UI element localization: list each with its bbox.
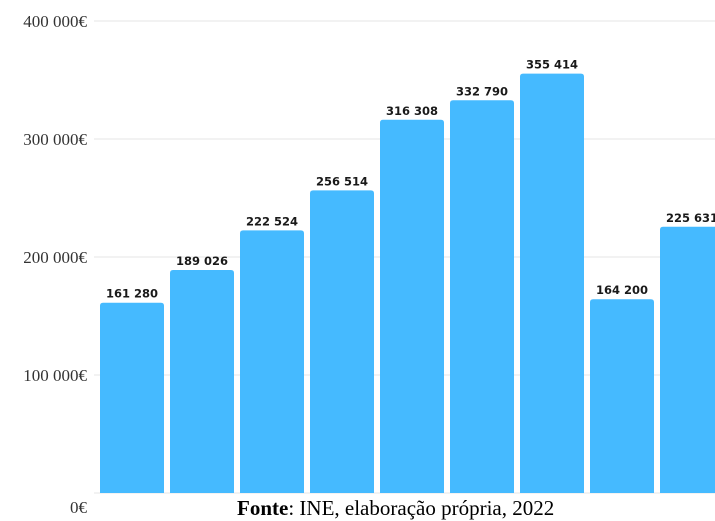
data-label: 164 200 — [596, 283, 648, 297]
y-axis-tick-labels: 0€ 100 000€ 200 000€ 300 000€ 400 000€ — [23, 12, 87, 517]
bar — [660, 226, 715, 493]
y-tick-label: 0€ — [70, 498, 88, 517]
source-caption: Fonte: INE, elaboração própria, 2022 — [237, 496, 707, 520]
bars — [100, 73, 715, 493]
data-labels: 161 280 189 026 222 524 256 514 316 308 332 7… — [106, 58, 715, 301]
data-label: 256 514 — [316, 174, 368, 188]
y-tick-label: 300 000€ — [23, 130, 87, 149]
bar — [450, 100, 514, 493]
bar — [100, 302, 164, 493]
y-tick-label: 200 000€ — [23, 248, 87, 267]
y-tick-label: 400 000€ — [23, 12, 87, 31]
data-label: 316 308 — [386, 104, 438, 118]
y-tick-label: 100 000€ — [23, 366, 87, 385]
data-label: 332 790 — [456, 84, 508, 98]
data-label: 189 026 — [176, 254, 228, 268]
data-label: 225 631 — [666, 211, 715, 225]
bar — [170, 269, 234, 493]
source-text: : INE, elaboração própria, 2022 — [288, 496, 555, 520]
bar — [310, 190, 374, 493]
bar — [590, 299, 654, 493]
data-label: 355 414 — [526, 58, 578, 72]
bar — [240, 230, 304, 493]
bar — [380, 119, 444, 493]
source-label: Fonte — [237, 496, 289, 520]
data-label: 222 524 — [246, 214, 298, 228]
bar — [520, 73, 584, 493]
data-label: 161 280 — [106, 287, 158, 301]
